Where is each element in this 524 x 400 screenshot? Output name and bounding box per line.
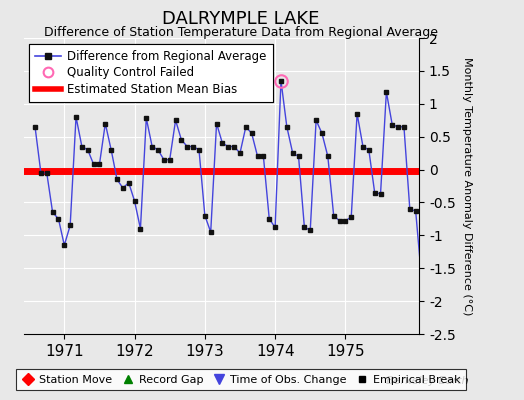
Text: Difference of Station Temperature Data from Regional Average: Difference of Station Temperature Data f… <box>44 26 438 39</box>
Text: DALRYMPLE LAKE: DALRYMPLE LAKE <box>162 10 320 28</box>
Y-axis label: Monthly Temperature Anomaly Difference (°C): Monthly Temperature Anomaly Difference (… <box>463 57 473 315</box>
Legend: Difference from Regional Average, Quality Control Failed, Estimated Station Mean: Difference from Regional Average, Qualit… <box>29 44 272 102</box>
Legend: Station Move, Record Gap, Time of Obs. Change, Empirical Break: Station Move, Record Gap, Time of Obs. C… <box>16 369 466 390</box>
Text: Berkeley Earth: Berkeley Earth <box>387 376 469 386</box>
